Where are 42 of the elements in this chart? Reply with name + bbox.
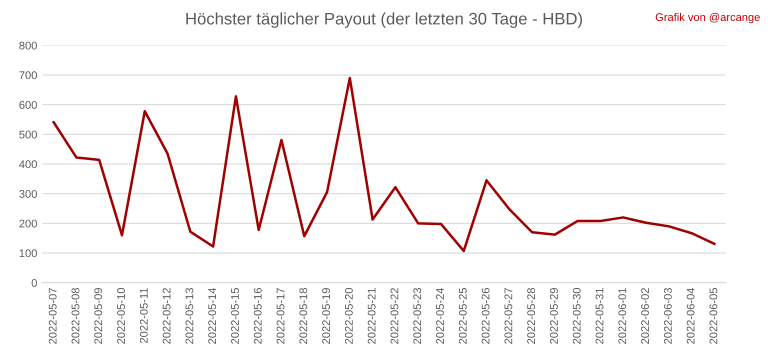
x-tick-label: 2022-06-02 — [641, 288, 649, 344]
x-tick-label: 2022-05-21 — [368, 288, 376, 344]
x-tick-label: 2022-05-23 — [413, 288, 422, 344]
y-tick-label: 500 — [19, 130, 37, 138]
x-tick-label: 2022-05-31 — [596, 288, 604, 344]
x-tick-label: 2022-06-03 — [664, 288, 672, 344]
y-tick-label: 0 — [32, 278, 37, 287]
x-tick-label: 2022-05-24 — [436, 288, 444, 344]
x-tick-label: 2022-05-14 — [208, 288, 216, 344]
x-tick-label: 2022-05-28 — [527, 288, 536, 344]
y-tick-label: 300 — [19, 190, 37, 198]
x-tick-label: 2022-05-22 — [390, 288, 398, 344]
x-tick-label: 2022-05-17 — [276, 288, 284, 344]
y-tick-label: 800 — [19, 42, 37, 50]
x-tick-label: 2022-05-20 — [344, 288, 353, 344]
text: Grafik von @arcange — [656, 12, 760, 24]
x-tick-label: 2022-05-19 — [322, 288, 330, 344]
y-tick-label: 600 — [19, 100, 37, 109]
y-tick-label: 200 — [19, 220, 37, 228]
x-tick-label: 2022-05-27 — [504, 288, 512, 344]
x-tick-label: 2022-05-13 — [185, 288, 194, 344]
x-tick-label: 2022-06-05 — [709, 288, 718, 344]
y-tick-label: 700 — [19, 71, 37, 80]
y-tick-label: 400 — [19, 160, 37, 168]
x-tick-label: 2022-05-11 — [140, 288, 148, 344]
x-tick-label: 2022-05-12 — [162, 288, 171, 344]
x-tick-label: 2022-05-29 — [550, 288, 558, 344]
chart-title: Höchster täglicher Payout (der letzten 30 Tage - HBD) — [186, 12, 582, 28]
x-tick-label: 2022-05-09 — [94, 288, 102, 344]
x-tick-label: 2022-05-10 — [117, 288, 125, 344]
y-tick-label: 100 — [20, 249, 37, 258]
x-tick-label: 2022-05-16 — [254, 288, 262, 344]
x-tick-label: 2022-05-08 — [72, 288, 80, 344]
x-tick-label: 2022-06-04 — [686, 288, 695, 344]
x-tick-label: 2022-05-25 — [458, 288, 467, 344]
x-tick-label: 2022-06-01 — [618, 288, 626, 344]
x-tick-label: 2022-05-26 — [482, 288, 490, 344]
x-tick-label: 2022-05-15 — [231, 288, 239, 344]
line-series — [52, 76, 716, 252]
x-tick-label: 2022-05-18 — [299, 288, 308, 344]
x-tick-label: 2022-05-30 — [572, 288, 581, 344]
x-tick-label: 2022-05-07 — [48, 288, 57, 344]
